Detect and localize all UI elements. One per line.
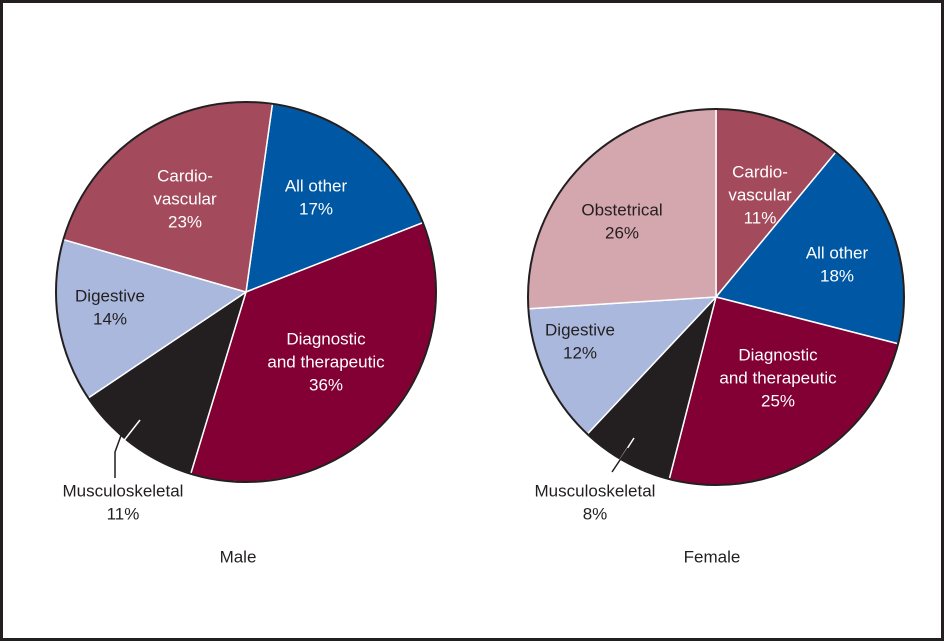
slice-label: Cardio- <box>732 162 788 181</box>
slice-value-label: 18% <box>820 266 854 285</box>
slice-label: All other <box>285 176 348 195</box>
slice-value-label: 8% <box>583 504 608 523</box>
pie-title: Male <box>220 547 257 566</box>
slice-value-label: 11% <box>107 504 140 523</box>
slice-value-label: 26% <box>605 223 639 242</box>
slice-label: Diagnostic <box>286 329 366 348</box>
slice-value-label: 36% <box>309 375 343 394</box>
slice-label: All other <box>806 243 869 262</box>
slice-value-label: 25% <box>761 391 795 410</box>
slice-value-label: 11% <box>744 208 777 227</box>
slice-label: Obstetrical <box>581 200 662 219</box>
leader-line <box>611 447 629 473</box>
slice-label: and therapeutic <box>267 352 385 371</box>
slice-label: Digestive <box>545 320 615 339</box>
slice-label: Diagnostic <box>738 345 818 364</box>
leader-line <box>114 429 124 478</box>
slice-value-label: 12% <box>563 343 597 362</box>
slice-label: vascular <box>153 189 217 208</box>
pie-outline <box>55 101 437 483</box>
slice-label: and therapeutic <box>719 368 837 387</box>
slice-label: Musculoskeletal <box>63 481 184 500</box>
slice-label: Musculoskeletal <box>535 481 656 500</box>
slice-value-label: 23% <box>168 212 202 231</box>
slice-label: Digestive <box>75 286 145 305</box>
slice-label: vascular <box>728 185 792 204</box>
slice-value-label: 14% <box>93 309 127 328</box>
slice-value-label: 17% <box>299 199 333 218</box>
pie-title: Female <box>684 547 741 566</box>
slice-label: Cardio- <box>157 166 213 185</box>
pie-outline <box>527 108 905 486</box>
